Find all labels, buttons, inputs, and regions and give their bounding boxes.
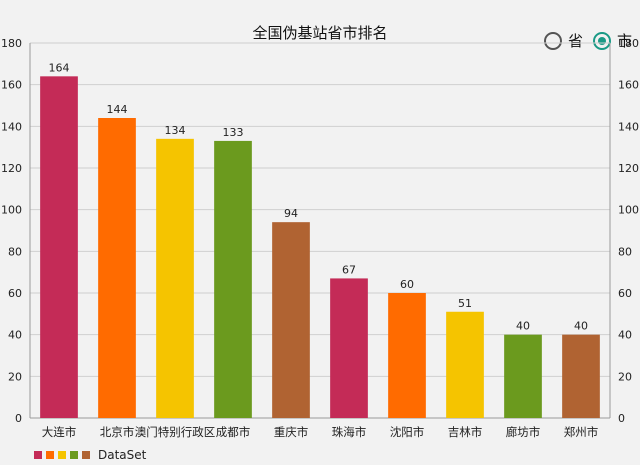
y-tick-right-80: 80 [618,245,632,258]
bar-5 [272,222,310,418]
value-label-9: 40 [516,320,530,333]
y-tick-right-160: 160 [618,79,639,92]
bar-10 [562,334,600,418]
bar-9 [504,334,542,418]
y-tick-right-100: 100 [618,204,639,217]
value-label-2: 144 [107,103,128,116]
legend-swatch-1 [34,451,42,459]
value-label-1: 164 [49,61,70,74]
x-tick-label-9: 廊坊市 [506,425,541,439]
bar-7 [388,293,426,418]
x-tick-label-4: 成都市 [216,425,251,439]
city-radio-option[interactable]: 市 [592,30,632,51]
bar-1 [40,76,78,418]
bar-3 [156,138,194,419]
y-tick-right-60: 60 [618,287,632,300]
y-tick-left-0: 0 [15,412,22,425]
y-tick-left-20: 20 [8,370,22,383]
bar-6 [330,278,368,418]
region-toggle: 省 市 [543,30,632,51]
value-label-7: 60 [400,278,414,291]
x-tick-label-3: 澳门特别行政区 [135,425,216,439]
legend-swatch-4 [70,451,78,459]
y-tick-right-20: 20 [618,370,632,383]
x-tick-label-6: 珠海市 [332,425,367,439]
y-tick-left-40: 40 [8,329,22,342]
chart-legend: DataSet [34,448,146,462]
bar-4 [214,140,252,418]
chart-title: 全国伪基站省市排名 [252,24,388,42]
legend-label: DataSet [98,448,147,462]
x-tick-label-5: 重庆市 [274,425,309,439]
y-tick-right-40: 40 [618,329,632,342]
value-label-4: 133 [223,126,244,139]
x-tick-label-8: 吉林市 [448,425,483,439]
bar-8 [446,311,484,418]
y-tick-right-140: 140 [618,120,639,133]
x-tick-label-7: 沈阳市 [390,425,425,439]
province-radio-option[interactable]: 省 [543,30,583,51]
legend-swatch-3 [58,451,66,459]
legend-swatch-2 [46,451,54,459]
y-tick-right-180: 180 [618,37,639,50]
province-radio-label: 省 [567,32,583,50]
y-tick-left-60: 60 [8,287,22,300]
y-tick-left-80: 80 [8,245,22,258]
value-label-6: 67 [342,263,356,276]
y-tick-right-120: 120 [618,162,639,175]
value-label-3: 134 [165,124,186,137]
y-tick-left-120: 120 [1,162,22,175]
city-radio-icon[interactable] [592,31,611,50]
province-radio-icon[interactable] [543,31,562,50]
x-tick-label-1: 大连市 [42,425,77,439]
y-tick-left-100: 100 [1,204,22,217]
value-label-10: 40 [574,320,588,333]
y-tick-left-180: 180 [1,37,22,50]
x-tick-label-2: 北京市 [100,425,135,439]
y-tick-left-160: 160 [1,79,22,92]
x-tick-label-10: 郑州市 [564,425,599,439]
bar-2 [98,118,136,418]
value-label-5: 94 [284,207,298,220]
city-radio-label: 市 [616,32,632,50]
y-tick-right-0: 0 [618,412,625,425]
y-tick-left-140: 140 [1,120,22,133]
legend-swatch-5 [82,451,90,459]
value-label-8: 51 [458,297,472,310]
